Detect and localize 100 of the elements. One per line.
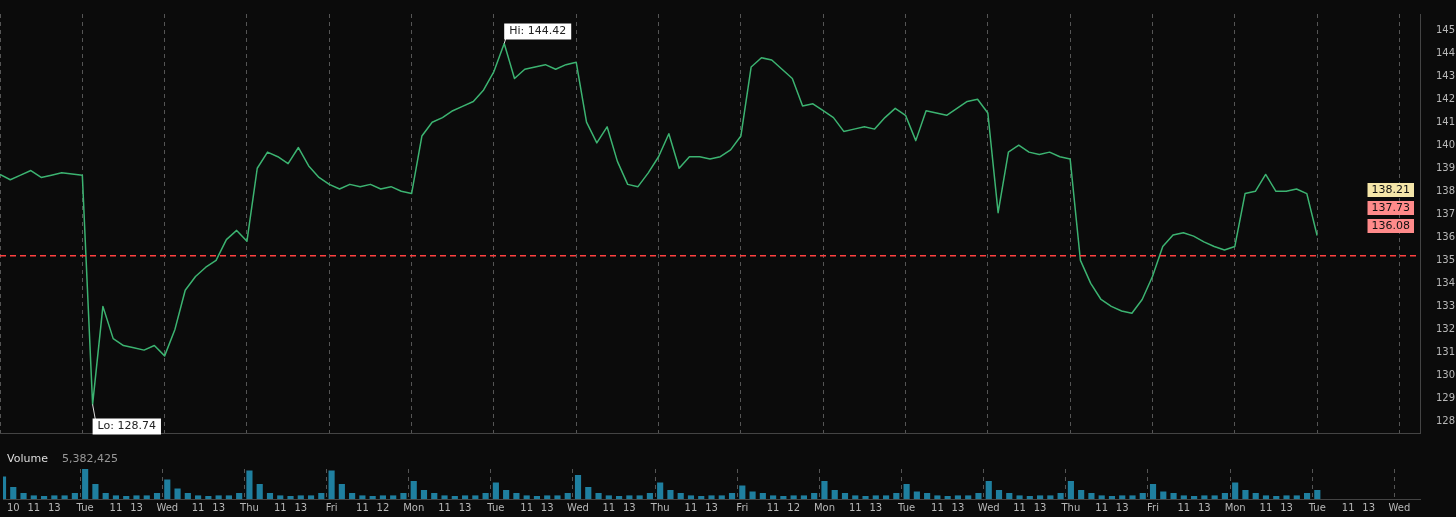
bar — [112, 495, 120, 499]
bar — [503, 490, 510, 499]
x-tick-label: Wed — [156, 501, 179, 513]
bar — [349, 493, 356, 499]
x-tick-label: Tue — [897, 501, 916, 513]
x-tick-label: Mon — [1224, 501, 1246, 513]
bar — [297, 495, 304, 499]
bar — [1067, 481, 1074, 499]
x-tick-label: 13 — [869, 501, 883, 513]
x-tick-label: Thu — [239, 501, 259, 513]
bar — [400, 493, 407, 499]
bar — [133, 495, 140, 499]
bar — [164, 479, 171, 499]
bar — [954, 495, 962, 499]
bar — [523, 495, 530, 499]
bar — [71, 493, 78, 499]
bar — [225, 495, 232, 499]
bar — [574, 475, 582, 499]
bar — [379, 495, 386, 499]
annotation: 137.73 — [1371, 200, 1411, 214]
bar — [821, 481, 828, 499]
bar — [1119, 495, 1126, 499]
x-tick-label: 11 — [27, 501, 41, 513]
y-tick-label: 129 — [1436, 392, 1456, 404]
bar — [256, 484, 263, 499]
annotation: 138.21 — [1371, 182, 1411, 196]
text: 5,382,425 — [61, 451, 118, 465]
bar — [236, 493, 243, 499]
bar — [708, 495, 715, 499]
bar — [1303, 493, 1311, 499]
x-tick-label: 13 — [622, 501, 636, 513]
bar — [1170, 493, 1177, 499]
x-tick-label: 13 — [1280, 501, 1293, 513]
bar — [554, 495, 561, 499]
bar — [893, 493, 900, 499]
x-tick-label: 11 — [684, 501, 698, 513]
bar — [328, 470, 335, 499]
x-tick-label: 13 — [1198, 501, 1211, 513]
bar — [862, 496, 869, 499]
bar — [1242, 490, 1249, 499]
bar — [1057, 493, 1064, 499]
x-tick-label: Mon — [403, 501, 425, 513]
bar — [246, 470, 253, 499]
x-tick-label: 11 — [520, 501, 534, 513]
bar — [1016, 495, 1023, 499]
bar — [1201, 495, 1208, 499]
bar — [841, 493, 849, 499]
bar — [718, 495, 725, 499]
bar — [266, 493, 274, 499]
bar — [215, 495, 222, 499]
x-tick-label: 13 — [212, 501, 225, 513]
y-tick-label: 138 — [1436, 184, 1456, 196]
bar — [626, 495, 633, 499]
bar — [636, 495, 643, 499]
bar — [728, 493, 736, 499]
bar — [533, 496, 541, 499]
bar — [1314, 490, 1321, 499]
bar — [1283, 495, 1290, 499]
x-tick-label: 13 — [458, 501, 472, 513]
bar — [811, 493, 818, 499]
bar — [51, 495, 58, 499]
y-tick-label: 130 — [1436, 369, 1456, 381]
bar — [698, 496, 705, 499]
bar — [1180, 495, 1187, 499]
bar — [195, 495, 202, 499]
bar — [61, 495, 68, 499]
y-tick-label: 134 — [1436, 276, 1456, 288]
x-tick-label: Fri — [325, 501, 338, 513]
bar — [184, 493, 191, 499]
x-tick-label: Fri — [736, 501, 749, 513]
bar — [667, 490, 674, 499]
x-tick-label: 11 — [1177, 501, 1191, 513]
bar — [410, 481, 417, 499]
bar — [882, 495, 890, 499]
bar — [1078, 490, 1085, 499]
x-tick-label: Mon — [813, 501, 835, 513]
bar — [482, 493, 489, 499]
bar — [831, 490, 838, 499]
bar — [687, 495, 695, 499]
bar — [277, 495, 284, 499]
bar — [1262, 495, 1270, 499]
bar — [564, 493, 571, 499]
bar — [513, 493, 520, 499]
bar — [369, 496, 376, 499]
x-tick-label: Thu — [649, 501, 670, 513]
bar — [1108, 496, 1116, 499]
x-tick-label: Tue — [75, 501, 94, 513]
y-tick-label: 145 — [1436, 23, 1456, 35]
bar — [205, 496, 212, 499]
y-tick-label: 128 — [1436, 415, 1456, 427]
bar — [1273, 496, 1280, 499]
x-tick-label: 11 — [602, 501, 616, 513]
bar — [749, 491, 756, 499]
bar — [1026, 496, 1033, 499]
bar — [975, 493, 982, 499]
bar — [759, 493, 766, 499]
bar — [174, 488, 181, 499]
bar — [995, 490, 1003, 499]
x-tick-label: 13 — [1115, 501, 1129, 513]
bar — [903, 484, 910, 499]
